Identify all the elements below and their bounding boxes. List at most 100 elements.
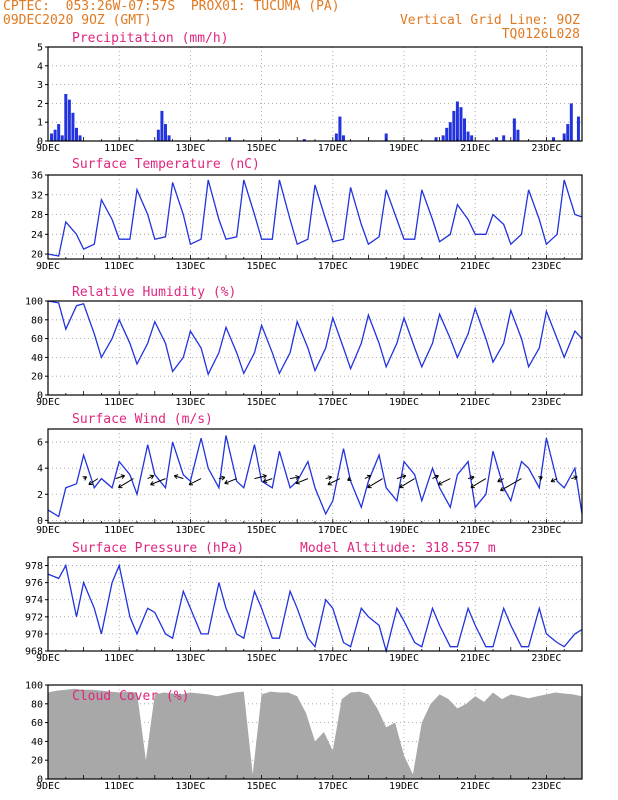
panel4-wind-arrowhead	[401, 474, 407, 479]
panel1-bar	[448, 122, 452, 141]
panel4-wind-vector	[254, 475, 267, 480]
panel6-xtick-label: 11DEC	[104, 781, 134, 792]
panel4-wind-vector	[295, 478, 309, 484]
panel4-xtick-label: 23DEC	[531, 525, 561, 536]
header-location: CPTEC: 053:26W-07:57S PROX01: TUCUMA (PA…	[3, 0, 340, 14]
panel3-ytick-label: 20	[31, 372, 43, 383]
panel1-xtick-label: 13DEC	[175, 143, 205, 154]
panel3-xtick-label: 23DEC	[531, 397, 561, 408]
panel1-bar	[160, 110, 164, 141]
panel5-ytick-label: 976	[25, 578, 43, 589]
panel2-ytick-label: 28	[31, 210, 43, 221]
panel1-xtick-label: 21DEC	[460, 143, 490, 154]
panel3-ytick-label: 0	[37, 391, 43, 402]
panel1-xtick-label: 15DEC	[247, 143, 277, 154]
panel1-bar	[441, 135, 445, 141]
panel4-wind-vector	[115, 475, 125, 480]
panel4-wind-arrowhead	[173, 474, 179, 479]
panel2-xtick-label: 9DEC	[36, 261, 60, 272]
panel4-wind-vector	[327, 478, 341, 486]
panel6-xtick-label: 13DEC	[175, 781, 205, 792]
panel1-ytick-label: 4	[37, 61, 43, 72]
panel1-bar	[384, 133, 388, 141]
panel4-xtick-label: 15DEC	[247, 525, 277, 536]
panel1-bar	[566, 124, 570, 141]
panel4-wind-arrowhead	[188, 480, 194, 486]
panel1-ytick-label: 0	[37, 137, 43, 148]
panel6-xtick-label: 19DEC	[389, 781, 419, 792]
panel5-xtick-label: 11DEC	[104, 653, 134, 664]
panel1-bar	[334, 133, 338, 141]
panel2-title: Surface Temperature (nC)	[72, 157, 260, 172]
panel1-bar	[502, 135, 506, 141]
panel5-series-line	[47, 563, 583, 654]
panel4-wind-arrowhead	[224, 479, 229, 485]
panel5-ytick-label: 974	[25, 595, 43, 606]
panel2-ytick-label: 32	[31, 190, 43, 201]
panel1-bar	[78, 135, 82, 141]
panel2-xtick-label: 11DEC	[104, 261, 134, 272]
panel3-xtick-label: 13DEC	[175, 397, 205, 408]
panel3-xtick-label: 21DEC	[460, 397, 490, 408]
panel1-bar	[569, 103, 573, 141]
panel6-ytick-label: 20	[31, 756, 43, 767]
panel4-wind-arrowhead	[366, 474, 372, 480]
panel4-wind-vector	[325, 476, 332, 480]
panel6-xtick-label: 23DEC	[531, 781, 561, 792]
panel4-wind-arrowhead	[117, 483, 123, 489]
panel1-bar	[228, 137, 232, 141]
panel3-xtick-label: 19DEC	[389, 397, 419, 408]
panel1-bar	[156, 129, 160, 141]
panel6-ytick-label: 0	[37, 775, 43, 786]
panel2-xtick-label: 19DEC	[389, 261, 419, 272]
panel1-bar	[434, 137, 438, 141]
panel4-xtick-label: 11DEC	[104, 525, 134, 536]
panel4-wind-vector	[88, 478, 99, 486]
panel1-bar	[67, 99, 71, 141]
panel4-wind-arrowhead	[220, 475, 226, 481]
panel4-wind-vector	[467, 476, 475, 480]
panel4-wind-arrowhead	[295, 474, 300, 480]
panel3-xtick-label: 15DEC	[247, 397, 277, 408]
panel4-wind-vector	[364, 475, 372, 480]
panel4-wind-vector	[399, 478, 415, 489]
panel1-bar	[302, 139, 306, 141]
panel4-wind-arrowhead	[82, 476, 88, 481]
panel4-ytick-label: 6	[37, 438, 43, 449]
panel5-xtick-label: 9DEC	[36, 653, 60, 664]
panel3-series-line	[47, 300, 583, 377]
panel5-xtick-label: 17DEC	[318, 653, 348, 664]
panel1-xtick-label: 11DEC	[104, 143, 134, 154]
panel6-ytick-label: 60	[31, 718, 43, 729]
panel1-bar	[495, 137, 499, 141]
panel4-wind-arrowhead	[262, 473, 267, 479]
panel2-xtick-label: 17DEC	[318, 261, 348, 272]
panel1-bar	[163, 124, 167, 141]
panel1-bar	[53, 129, 57, 141]
panel4-frame	[47, 428, 583, 524]
panel4-wind-vector	[470, 478, 487, 489]
header-grid-line: Vertical Grid Line: 9OZ	[399, 13, 580, 28]
panel2-series-line	[47, 179, 583, 257]
panel1-bar	[338, 116, 342, 141]
panel4-wind-vector	[188, 478, 202, 486]
panel4-wind-vector	[118, 478, 134, 489]
panel5-xtick-label: 13DEC	[175, 653, 205, 664]
panel1-bar	[463, 118, 467, 141]
panel1-frame	[47, 46, 583, 142]
panel4-wind-arrowhead	[327, 475, 333, 481]
panel1-bar	[516, 129, 520, 141]
panel1-bar	[455, 101, 459, 141]
panel4-wind-vector	[174, 475, 184, 480]
panel2-xtick-label: 23DEC	[531, 261, 561, 272]
panel5-ytick-label: 972	[25, 612, 43, 623]
panel6-title: Cloud Cover (%)	[72, 689, 189, 704]
panel2-ytick-label: 24	[31, 230, 43, 241]
panel2-xtick-label: 21DEC	[460, 261, 490, 272]
panel4-wind-vector	[432, 475, 439, 480]
panel4-wind-arrowhead	[538, 476, 543, 481]
panel6-ytick-label: 100	[25, 681, 43, 692]
panel1-bar	[71, 112, 75, 141]
